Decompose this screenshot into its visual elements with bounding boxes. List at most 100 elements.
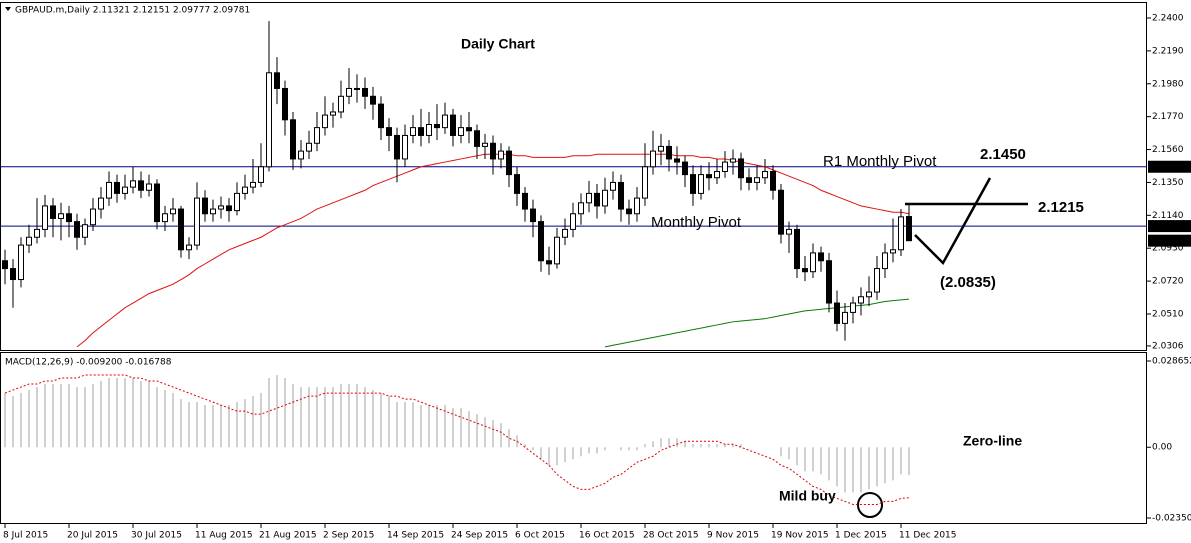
candle-body <box>194 197 200 246</box>
candle-body <box>250 181 256 188</box>
price-marker-label: 2.09781 <box>1152 236 1189 246</box>
candle-body <box>826 260 832 304</box>
candle-body <box>346 87 352 97</box>
x-tick-label: 8 Jul 2015 <box>3 531 48 541</box>
price-header: GBPAUD.m,Daily 2.11321 2.12151 2.09777 2… <box>15 6 250 16</box>
candle-body <box>570 213 576 230</box>
candle-body <box>674 158 680 163</box>
annotation: 2.1215 <box>1038 199 1084 216</box>
candle-body <box>234 192 240 212</box>
y-tick-label: 0.028652 <box>1152 357 1191 367</box>
candle-body <box>578 202 584 215</box>
y-tick-label: 2.0930 <box>1152 244 1184 254</box>
candle-body <box>370 95 376 105</box>
y-tick-label: 2.1770 <box>1152 112 1184 122</box>
annotation: (2.0835) <box>940 274 996 291</box>
y-tick-label: -0.023504 <box>1152 514 1191 524</box>
price-marker <box>1148 234 1191 247</box>
candle-body <box>226 205 232 212</box>
candle-body <box>458 127 464 136</box>
x-tick-label: 28 Oct 2015 <box>643 531 699 541</box>
annotation: Daily Chart <box>461 36 535 52</box>
x-tick-label: 11 Dec 2015 <box>899 531 957 541</box>
candle-body <box>850 302 856 313</box>
x-tick-label: 14 Sep 2015 <box>387 531 444 541</box>
candle-body <box>10 268 16 281</box>
candle-body <box>778 189 784 235</box>
candle-body <box>50 205 56 219</box>
candle-body <box>434 123 440 129</box>
candle-body <box>2 260 8 270</box>
candle-body <box>562 228 568 238</box>
macd-frame <box>0 352 1147 524</box>
candle-body <box>530 208 536 223</box>
candle-body <box>698 174 704 194</box>
candle-body <box>754 177 760 183</box>
projection-zigzag <box>914 177 992 266</box>
candle-body <box>354 87 360 90</box>
candle-body <box>418 127 424 136</box>
candle-body <box>42 205 48 230</box>
candle-body <box>202 197 208 215</box>
candle-body <box>314 127 320 144</box>
candle-body <box>514 174 520 194</box>
candle-body <box>378 103 384 129</box>
candle-body <box>258 166 264 183</box>
candle-body <box>466 127 472 132</box>
candle-body <box>634 197 640 215</box>
header-icon <box>5 7 11 11</box>
candle-body <box>322 114 328 129</box>
highlight-circle <box>857 492 883 518</box>
candle-body <box>818 252 824 262</box>
candle-body <box>170 208 176 215</box>
candle-body <box>642 166 648 199</box>
candle-body <box>402 134 408 160</box>
candle-body <box>554 236 560 265</box>
y-tick-label: 2.1140 <box>1152 211 1184 221</box>
candle-body <box>866 291 872 298</box>
x-tick-label: 11 Aug 2015 <box>195 531 253 541</box>
candle-body <box>242 186 248 194</box>
price-frame <box>0 2 1147 351</box>
y-tick-label: 2.1980 <box>1152 79 1184 89</box>
candle-body <box>786 228 792 235</box>
candle-body <box>274 72 280 89</box>
candle-body <box>738 158 744 179</box>
candle-body <box>682 161 688 176</box>
candle-body <box>842 311 848 324</box>
y-tick-label: 2.0720 <box>1152 277 1184 287</box>
candle-body <box>122 186 128 194</box>
candle-body <box>586 192 592 204</box>
annotation: R1 Monthly Pivot <box>823 153 937 170</box>
candle-body <box>618 181 624 210</box>
candle-body <box>794 228 800 270</box>
candle-body <box>666 145 672 160</box>
x-tick-label: 9 Nov 2015 <box>707 531 759 541</box>
x-tick-label: 30 Jul 2015 <box>131 531 182 541</box>
candle-body <box>34 228 40 238</box>
candle-body <box>594 192 600 207</box>
candle-body <box>90 208 96 226</box>
signal-line <box>4 374 910 505</box>
candle-body <box>386 127 392 136</box>
candle-body <box>18 244 24 281</box>
pivot-label: 2.14502 <box>1152 162 1189 172</box>
candle-body <box>162 213 168 223</box>
candle-body <box>882 252 888 270</box>
x-tick-label: 20 Jul 2015 <box>67 531 118 541</box>
y-tick-label: 0.00 <box>1152 443 1172 453</box>
annotation: Monthly Pivot <box>651 214 742 231</box>
x-tick-label: 16 Oct 2015 <box>579 531 635 541</box>
candle-body <box>130 180 136 188</box>
candle-body <box>538 221 544 262</box>
candle-body <box>626 208 632 215</box>
candle-body <box>210 208 216 215</box>
candle-body <box>690 174 696 194</box>
annotation: 2.1450 <box>980 146 1026 163</box>
macd-header: MACD(12,26,9) -0.009200 -0.016788 <box>5 358 172 368</box>
candle-body <box>474 130 480 147</box>
y-tick-label: 2.1350 <box>1152 178 1184 188</box>
candle-body <box>770 170 776 191</box>
candle-body <box>762 170 768 179</box>
